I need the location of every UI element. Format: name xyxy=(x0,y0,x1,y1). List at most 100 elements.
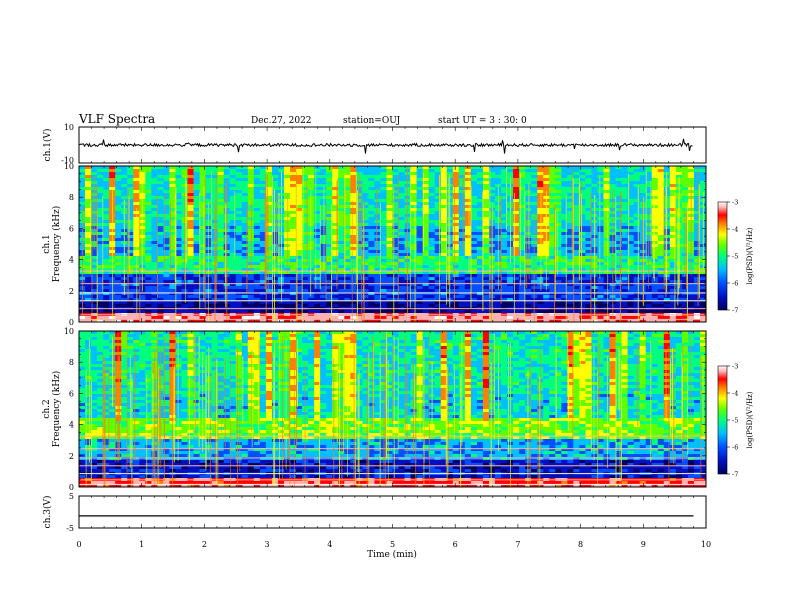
spectrogram-cell xyxy=(380,241,387,245)
spectrogram-cell xyxy=(549,292,556,296)
spectrogram-cell xyxy=(229,256,237,260)
spectrogram-cell xyxy=(693,304,701,308)
spectrogram-cell xyxy=(693,220,701,224)
spectrogram-cell xyxy=(175,280,182,284)
spectrogram-cell xyxy=(392,304,399,308)
spectrogram-cell xyxy=(85,268,92,272)
spectrogram-cell xyxy=(537,232,544,236)
spectrogram-cell xyxy=(398,187,405,191)
spectrogram-cell xyxy=(464,217,472,221)
spectrogram-cell xyxy=(338,193,345,197)
spectrogram-cell xyxy=(699,301,707,305)
spectrogram-cell xyxy=(103,205,110,209)
spectrogram-cell xyxy=(199,262,207,266)
spectrogram-cell xyxy=(302,289,309,293)
spectrogram-cell xyxy=(290,274,297,278)
spectrogram-cell xyxy=(193,178,200,182)
spectrogram-cell xyxy=(253,232,261,236)
spectrogram-cell xyxy=(621,232,629,236)
spectrogram-cell xyxy=(247,280,255,284)
spectrogram-cell xyxy=(440,238,448,242)
spectrogram-cell xyxy=(265,226,273,230)
spectrogram-cell xyxy=(271,304,279,308)
spectrogram-cell xyxy=(85,298,92,302)
spectrogram-cell xyxy=(440,187,448,191)
spectrogram-cell xyxy=(525,241,532,245)
spectrogram-cell xyxy=(217,289,225,293)
spectrogram-cell xyxy=(410,298,418,302)
spectrogram-cell xyxy=(356,283,363,287)
spectrogram-cell xyxy=(428,253,436,257)
spectrogram-cell xyxy=(669,226,677,230)
spectrogram-cell xyxy=(326,262,333,266)
spectrogram-cell xyxy=(549,172,556,176)
spectrogram-cell xyxy=(127,166,134,170)
spectrogram-cell xyxy=(253,295,261,299)
spectrogram-cell xyxy=(561,286,568,290)
spectrogram-cell xyxy=(314,184,321,188)
spectrogram-cell xyxy=(561,199,568,203)
spectrogram-cell xyxy=(133,202,140,206)
spectrogram-cell xyxy=(501,304,508,308)
spectrogram-cell xyxy=(308,178,315,182)
spectrogram-cell xyxy=(91,301,98,305)
spectrogram-cell xyxy=(621,238,629,242)
spectrogram-cell xyxy=(615,280,622,284)
spectrogram-cell xyxy=(464,253,472,257)
spectrogram-cell xyxy=(374,166,381,170)
spectrogram-cell xyxy=(175,235,182,239)
spectrogram-cell xyxy=(585,256,592,260)
spectrogram-cell xyxy=(302,247,309,251)
spectrogram-cell xyxy=(157,298,164,302)
spectrogram-cell xyxy=(615,178,622,182)
spectrogram-cell xyxy=(591,178,598,182)
spectrogram-cell xyxy=(615,274,622,278)
spectrogram-cell xyxy=(302,193,309,197)
spectrogram-cell xyxy=(645,232,653,236)
spectrogram-cell xyxy=(603,241,610,245)
spectrogram-cell xyxy=(241,229,249,233)
spectrogram-cell xyxy=(645,226,653,230)
spectrogram-cell xyxy=(669,292,677,296)
spectrogram-cell xyxy=(85,286,92,290)
spectrogram-cell xyxy=(235,277,243,281)
spectrogram-cell xyxy=(669,166,677,170)
spectrogram-cell xyxy=(585,298,592,302)
spectrogram-cell xyxy=(537,250,544,254)
spectrogram-cell xyxy=(302,172,309,176)
spectrogram-cell xyxy=(97,238,104,242)
spectrogram-cell xyxy=(513,196,520,200)
spectrogram-cell xyxy=(555,205,562,209)
spectrogram-cell xyxy=(428,259,436,263)
spectrogram-cell xyxy=(308,181,315,185)
spectrogram-cell xyxy=(356,259,363,263)
spectrogram-cell xyxy=(344,214,351,218)
spectrogram-cell xyxy=(235,226,243,230)
spectrogram-cell xyxy=(458,262,466,266)
spectrogram-cell xyxy=(482,166,490,170)
spectrogram-cell xyxy=(573,232,580,236)
spectrogram-cell xyxy=(573,253,580,257)
spectrogram-cell xyxy=(302,223,309,227)
spectrogram-cell xyxy=(85,181,92,185)
spectrogram-cell xyxy=(669,256,677,260)
spectrogram-cell xyxy=(627,271,635,275)
spectrogram-cell xyxy=(302,226,309,230)
spectrogram-cell xyxy=(501,253,508,257)
spectrogram-cell xyxy=(350,187,357,191)
spectrogram-cell xyxy=(428,172,436,176)
spectrogram-cell xyxy=(537,193,544,197)
spectrogram-cell xyxy=(482,193,490,197)
spectrogram-cell xyxy=(416,181,424,185)
spectrogram-cell xyxy=(422,175,430,179)
spectrogram-cell xyxy=(525,259,532,263)
spectrogram-cell xyxy=(115,196,122,200)
spectrogram-cell xyxy=(525,229,532,233)
spectrogram-cell xyxy=(253,208,261,212)
spectrogram-cell xyxy=(145,277,152,281)
spectrogram-cell xyxy=(115,205,122,209)
spectrogram-cell xyxy=(633,178,641,182)
spectrogram-cell xyxy=(458,268,466,272)
spectrogram-cell xyxy=(145,298,152,302)
